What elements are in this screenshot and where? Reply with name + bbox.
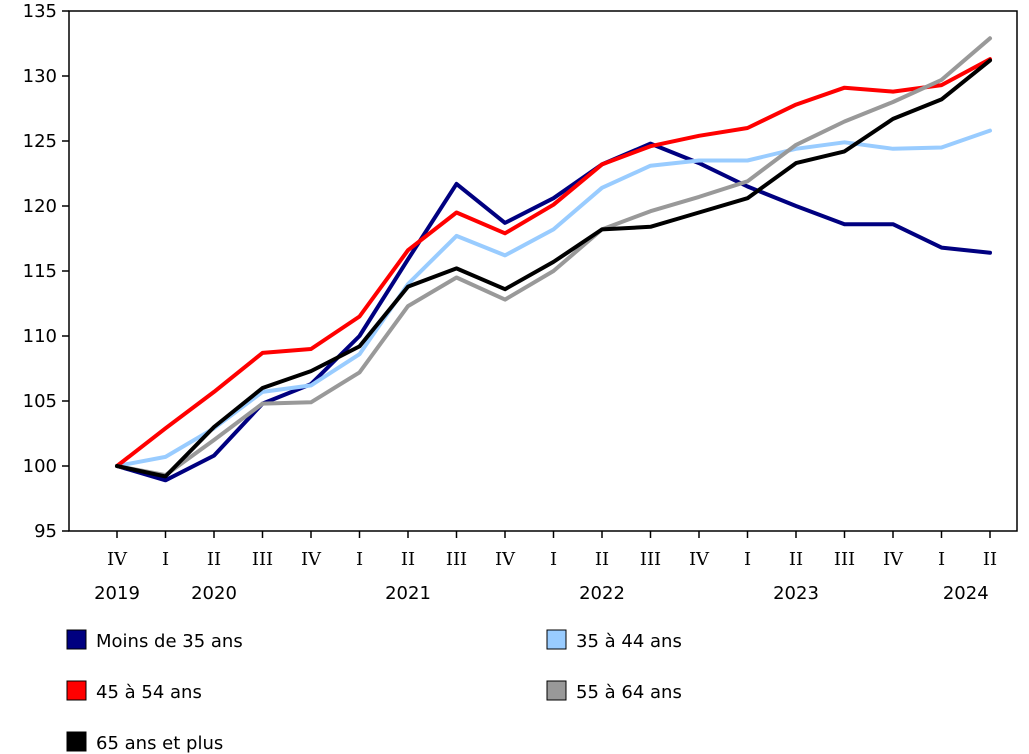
y-tick-label: 105 (23, 391, 57, 412)
x-tick-label: I (550, 549, 557, 570)
legend-swatch (66, 731, 87, 752)
legend-swatch (546, 629, 567, 650)
x-tick-label: I (938, 549, 945, 570)
y-tick-label: 130 (23, 66, 57, 87)
x-year-label: 2021 (385, 583, 431, 604)
y-tick-label: 125 (23, 131, 57, 152)
x-tick-label: IV (301, 549, 322, 570)
x-tick-label: I (356, 549, 363, 570)
x-tick-label: IV (495, 549, 516, 570)
y-tick-label: 95 (34, 521, 57, 542)
x-axis-ticks: IV I II III IV I II III IV I II III IV I II III IV I II201… (94, 531, 997, 604)
x-tick-label: III (640, 549, 661, 570)
x-tick-label: II (983, 549, 997, 570)
x-tick-label: III (446, 549, 467, 570)
legend-swatch (66, 680, 87, 701)
x-year-label: 2019 (94, 583, 140, 604)
series-line-45-54-ans (115, 57, 992, 468)
series-line-moins-de-35-ans (115, 141, 992, 483)
y-axis-ticks: 95 100 105 110 115 120 125 130 135 (23, 1, 69, 542)
y-tick-label: 110 (23, 326, 57, 347)
x-tick-label: II (401, 549, 415, 570)
y-tick-label: 135 (23, 1, 57, 22)
x-tick-label: III (834, 549, 855, 570)
series-line-35-44-ans (115, 128, 992, 468)
x-tick-label: IV (689, 549, 710, 570)
y-tick-label: 100 (23, 456, 57, 477)
x-tick-label: I (162, 549, 169, 570)
x-tick-label: I (744, 549, 751, 570)
x-tick-label: II (207, 549, 221, 570)
x-year-label: 2023 (773, 583, 819, 604)
y-tick-label: 120 (23, 196, 57, 217)
x-year-label: 2020 (191, 583, 237, 604)
legend: Moins de 35 ans 35 à 44 ans 45 à 54 ans 55 … (66, 629, 682, 754)
series-line-65-ans-et-plus (115, 58, 992, 479)
x-tick-label: IV (883, 549, 904, 570)
x-tick-label: IV (107, 549, 128, 570)
x-tick-label: II (789, 549, 803, 570)
legend-label: Moins de 35 ans (96, 631, 243, 652)
legend-swatch (546, 680, 567, 701)
x-year-label: 2024 (943, 583, 989, 604)
legend-label: 35 à 44 ans (576, 631, 682, 652)
series-line-55-64-ans (115, 36, 992, 478)
legend-swatch (66, 629, 87, 650)
x-tick-label: III (252, 549, 273, 570)
legend-label: 65 ans et plus (96, 733, 223, 754)
legend-label: 55 à 64 ans (576, 682, 682, 703)
legend-label: 45 à 54 ans (96, 682, 202, 703)
y-tick-label: 115 (23, 261, 57, 282)
x-year-label: 2022 (579, 583, 625, 604)
series-lines (115, 36, 992, 483)
x-tick-label: II (595, 549, 609, 570)
